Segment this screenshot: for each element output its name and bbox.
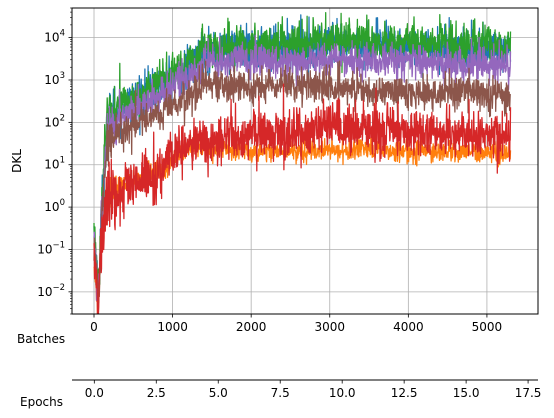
epoch-tick-label: 15.0 bbox=[453, 386, 480, 400]
epoch-tick-label: 12.5 bbox=[391, 386, 418, 400]
epoch-tick-label: 5.0 bbox=[209, 386, 228, 400]
series-line bbox=[93, 60, 512, 308]
y-axis-label: DKL bbox=[10, 149, 24, 173]
series-line bbox=[93, 83, 512, 314]
x-tick-label: 3000 bbox=[314, 320, 345, 334]
y-axis-log: 10−2 10−1 100 101 102 103 104 bbox=[37, 7, 72, 315]
y-tick-label: 100 bbox=[44, 198, 65, 214]
y-tick-label: 10−2 bbox=[37, 283, 65, 299]
series-lines bbox=[93, 12, 512, 314]
epoch-tick-label: 10.0 bbox=[329, 386, 356, 400]
x-tick-label: 1000 bbox=[157, 320, 188, 334]
x-tick-label: 0 bbox=[90, 320, 98, 334]
epoch-tick-label: 0.0 bbox=[85, 386, 104, 400]
y-tick-label: 102 bbox=[44, 113, 65, 129]
y-tick-label: 101 bbox=[44, 156, 65, 172]
y-tick-label: 10−1 bbox=[37, 240, 65, 256]
x-tick-label: 2000 bbox=[236, 320, 267, 334]
epoch-tick-label: 7.5 bbox=[271, 386, 290, 400]
x-axis-batches: 0 1000 2000 3000 4000 5000 bbox=[90, 314, 502, 334]
plot-frame bbox=[71, 7, 539, 315]
x-tick-label: 4000 bbox=[393, 320, 424, 334]
y-tick-label: 104 bbox=[44, 29, 65, 45]
y-tick-label: 103 bbox=[44, 71, 65, 87]
x-axis-label-batches: Batches bbox=[17, 332, 65, 346]
epoch-tick-label: 2.5 bbox=[147, 386, 166, 400]
x-tick-label: 5000 bbox=[472, 320, 503, 334]
epoch-tick-label: 17.5 bbox=[515, 386, 542, 400]
x-axis-label-epochs: Epochs bbox=[20, 395, 63, 409]
x-axis-epochs: 0.0 2.5 5.0 7.5 10.0 12.5 15.0 17.5 bbox=[85, 380, 542, 400]
